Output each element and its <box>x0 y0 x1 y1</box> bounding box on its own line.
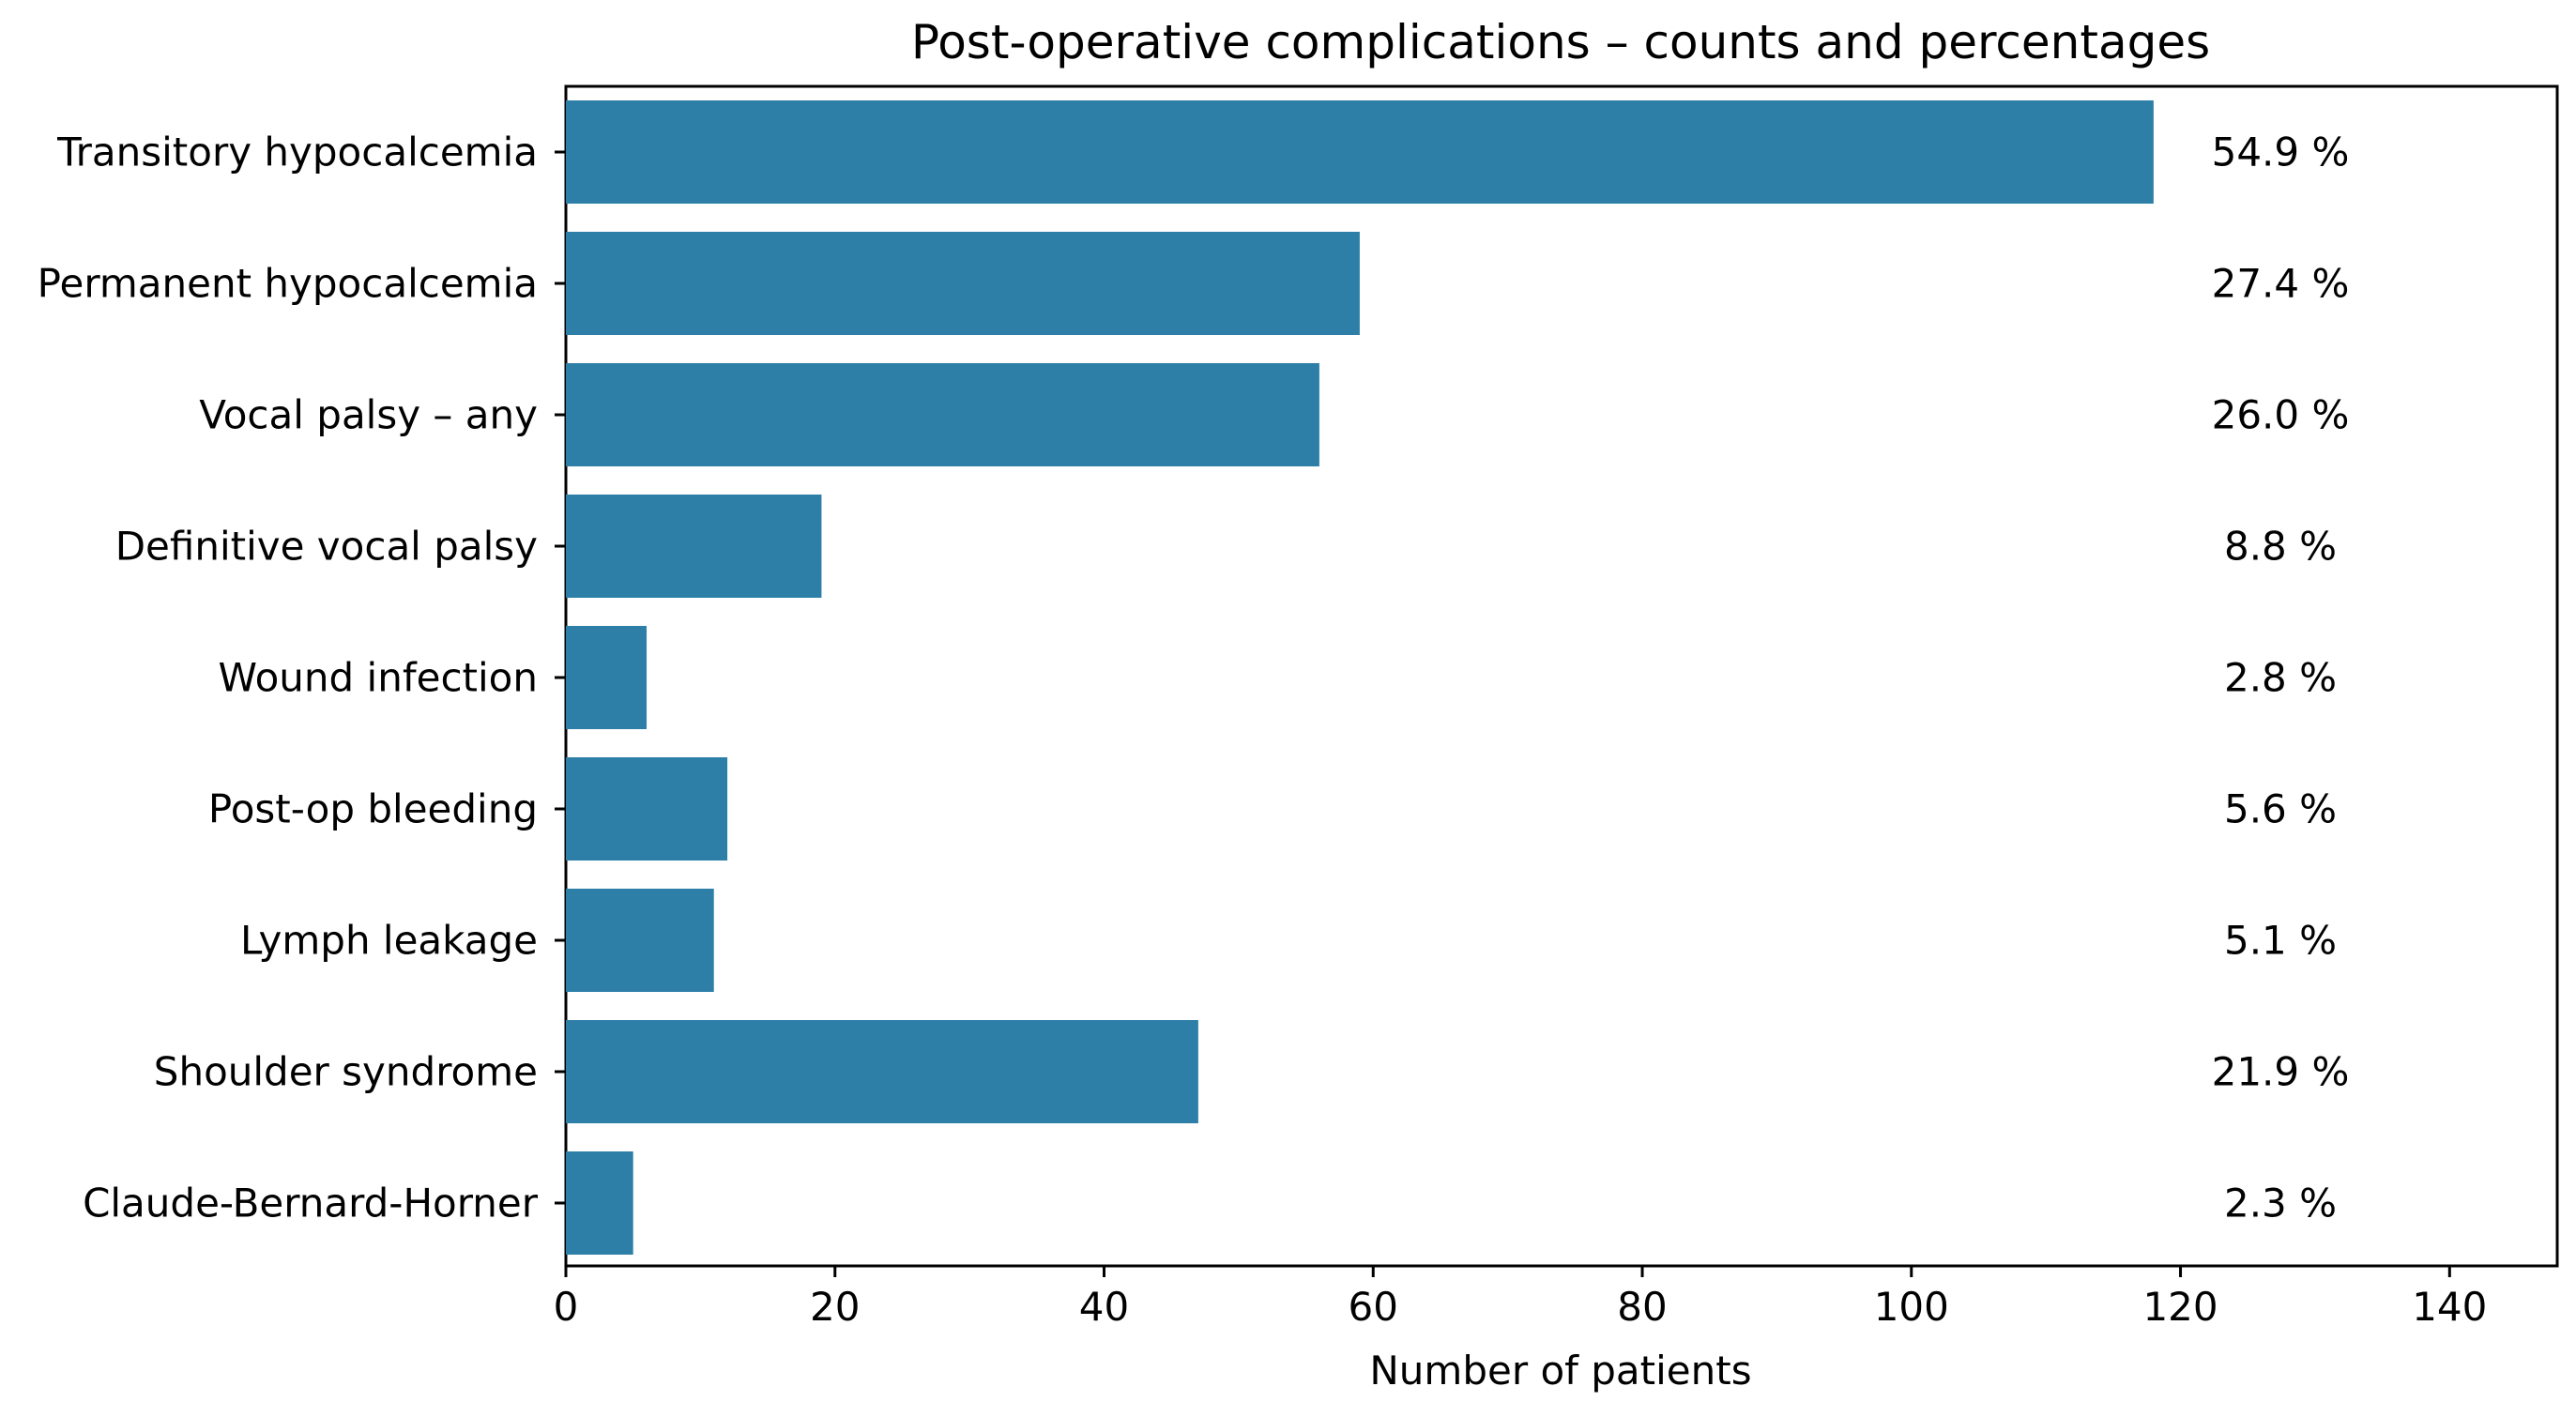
category-label: Transitory hypocalcemia <box>56 130 538 175</box>
bar <box>566 100 2154 204</box>
bar <box>566 495 822 598</box>
bar <box>566 1151 633 1255</box>
bar <box>566 1020 1198 1123</box>
x-axis-title: Number of patients <box>1369 1348 1751 1394</box>
category-label: Lymph leakage <box>240 918 538 964</box>
category-label: Definitive vocal palsy <box>115 524 538 570</box>
percentage-label: 21.9 % <box>2212 1049 2350 1095</box>
x-tick-label: 120 <box>2142 1284 2218 1330</box>
percentage-label: 5.6 % <box>2224 786 2337 832</box>
x-tick-label: 40 <box>1079 1284 1129 1330</box>
percentage-label: 54.9 % <box>2212 130 2350 175</box>
x-tick-label: 100 <box>1874 1284 1949 1330</box>
category-label: Post-op bleeding <box>208 786 538 832</box>
bar <box>566 757 728 861</box>
bar <box>566 626 648 729</box>
chart-title: Post-operative complications – counts an… <box>911 15 2210 69</box>
category-labels: Transitory hypocalcemia Permanent hypocal… <box>38 130 566 1227</box>
bar <box>566 363 1319 466</box>
category-label: Wound infection <box>219 655 538 701</box>
category-label: Shoulder syndrome <box>154 1049 538 1095</box>
bar <box>566 232 1360 335</box>
x-tick-label: 20 <box>810 1284 860 1330</box>
percentage-label: 27.4 % <box>2212 261 2350 307</box>
category-label: Vocal palsy – any <box>199 392 538 438</box>
category-label: Claude-Bernard-Horner <box>83 1181 539 1227</box>
percentage-label: 5.1 % <box>2224 918 2337 964</box>
category-label: Permanent hypocalcemia <box>38 261 538 307</box>
percentage-labels: 54.9 % 27.4 % 26.0 % 8.8 % 2.8 % 5.6 % 5.1 % 21… <box>2212 130 2350 1227</box>
percentage-label: 2.8 % <box>2224 655 2337 701</box>
x-tick-label: 140 <box>2412 1284 2487 1330</box>
x-tick-label: 60 <box>1349 1284 1398 1330</box>
x-tick-label: 80 <box>1617 1284 1667 1330</box>
percentage-label: 26.0 % <box>2212 392 2350 438</box>
x-tick-label: 0 <box>554 1284 579 1330</box>
bars-group <box>566 100 2154 1255</box>
x-axis: 0 20 40 60 80 100 120 140 <box>554 1266 2487 1330</box>
percentage-label: 8.8 % <box>2224 524 2337 570</box>
bar <box>566 889 714 992</box>
percentage-label: 2.3 % <box>2224 1181 2337 1227</box>
